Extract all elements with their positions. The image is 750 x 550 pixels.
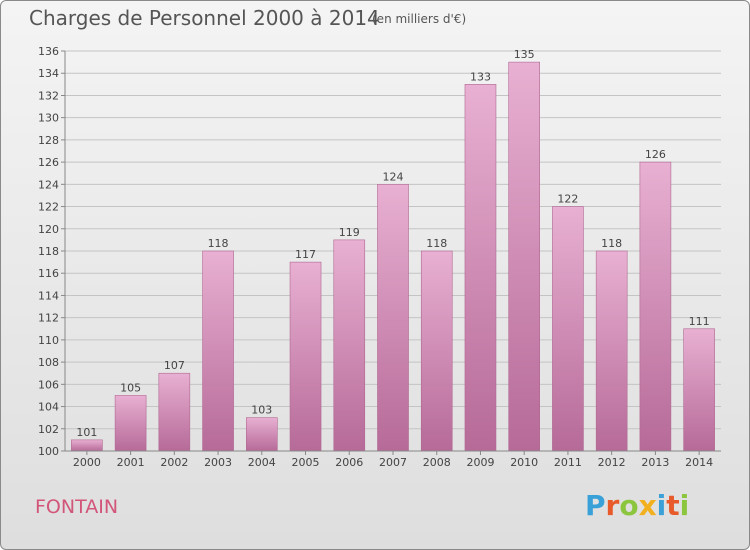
bar xyxy=(333,239,366,452)
bar xyxy=(202,250,234,452)
x-tick-label: 2008 xyxy=(423,456,451,469)
bar xyxy=(508,61,541,452)
bars: 101 105 107 118 103 117 119 124 118 133 135 122 118 1… xyxy=(71,48,715,452)
y-tick-label: 128 xyxy=(38,134,59,147)
y-tick-label: 110 xyxy=(38,334,59,347)
bar-value-label: 117 xyxy=(295,248,316,261)
x-tick-label: 2000 xyxy=(73,456,101,469)
bar-value-label: 126 xyxy=(645,148,666,161)
bar xyxy=(71,439,103,452)
chart-title: Charges de Personnel 2000 à 2014 xyxy=(29,6,380,30)
y-tick-label: 116 xyxy=(38,267,59,280)
x-tick-label: 2007 xyxy=(379,456,407,469)
bar xyxy=(639,161,672,452)
bar xyxy=(289,261,322,452)
x-tick-label: 2006 xyxy=(335,456,363,469)
y-tick-label: 122 xyxy=(38,201,59,214)
bar-value-label: 119 xyxy=(339,226,360,239)
x-tick-label: 2005 xyxy=(292,456,320,469)
y-tick-label: 102 xyxy=(38,423,59,436)
bar-value-label: 118 xyxy=(426,237,447,250)
axes: 1001021041061081101121141161181201221241… xyxy=(38,45,721,469)
bar-value-label: 107 xyxy=(164,359,185,372)
logo-letter: i xyxy=(679,489,690,522)
y-tick-label: 106 xyxy=(38,378,59,391)
x-tick-label: 2003 xyxy=(204,456,232,469)
logo-letter: t xyxy=(666,489,680,522)
y-tick-label: 136 xyxy=(38,45,59,58)
bar xyxy=(595,250,628,452)
y-tick-label: 112 xyxy=(38,312,59,325)
y-tick-label: 120 xyxy=(38,223,59,236)
x-tick-label: 2002 xyxy=(160,456,188,469)
y-tick-label: 126 xyxy=(38,156,59,169)
bar xyxy=(246,417,278,452)
x-tick-label: 2004 xyxy=(248,456,276,469)
bar xyxy=(683,328,715,452)
x-tick-label: 2001 xyxy=(117,456,145,469)
x-tick-label: 2013 xyxy=(641,456,669,469)
y-tick-label: 114 xyxy=(38,289,59,302)
y-tick-label: 134 xyxy=(38,67,59,80)
bar-value-label: 133 xyxy=(470,70,491,83)
bar-value-label: 122 xyxy=(557,193,578,206)
bar-value-label: 111 xyxy=(689,315,710,328)
logo-letter: x xyxy=(638,489,657,522)
y-tick-label: 130 xyxy=(38,112,59,125)
y-tick-label: 104 xyxy=(38,401,59,414)
commune-name: FONTAIN xyxy=(35,496,119,518)
x-tick-label: 2009 xyxy=(466,456,494,469)
logo-letter: P xyxy=(585,489,606,522)
bar-value-label: 105 xyxy=(120,381,141,394)
bar-value-label: 118 xyxy=(601,237,622,250)
bar xyxy=(420,250,453,452)
bar-value-label: 103 xyxy=(251,404,272,417)
x-tick-label: 2012 xyxy=(598,456,626,469)
logo-letter: o xyxy=(619,489,639,522)
bar-value-label: 101 xyxy=(76,426,97,439)
bar xyxy=(377,184,409,452)
y-tick-label: 100 xyxy=(38,445,59,458)
bar xyxy=(464,84,497,452)
y-tick-label: 108 xyxy=(38,356,59,369)
bar xyxy=(114,395,147,452)
x-tick-label: 2011 xyxy=(554,456,582,469)
x-tick-label: 2014 xyxy=(685,456,713,469)
bar xyxy=(158,372,191,452)
proxiti-logo: Proxiti xyxy=(585,489,689,522)
y-tick-label: 132 xyxy=(38,89,59,102)
logo-letter: r xyxy=(605,489,620,522)
x-tick-label: 2010 xyxy=(510,456,538,469)
bar-value-label: 124 xyxy=(383,170,404,183)
bar-value-label: 135 xyxy=(514,48,535,61)
logo-letter: i xyxy=(656,489,667,522)
chart-subtitle: (en milliers d'€) xyxy=(372,12,467,26)
bar-value-label: 118 xyxy=(208,237,229,250)
bar xyxy=(552,206,584,452)
y-tick-label: 118 xyxy=(38,245,59,258)
y-tick-label: 124 xyxy=(38,178,59,191)
